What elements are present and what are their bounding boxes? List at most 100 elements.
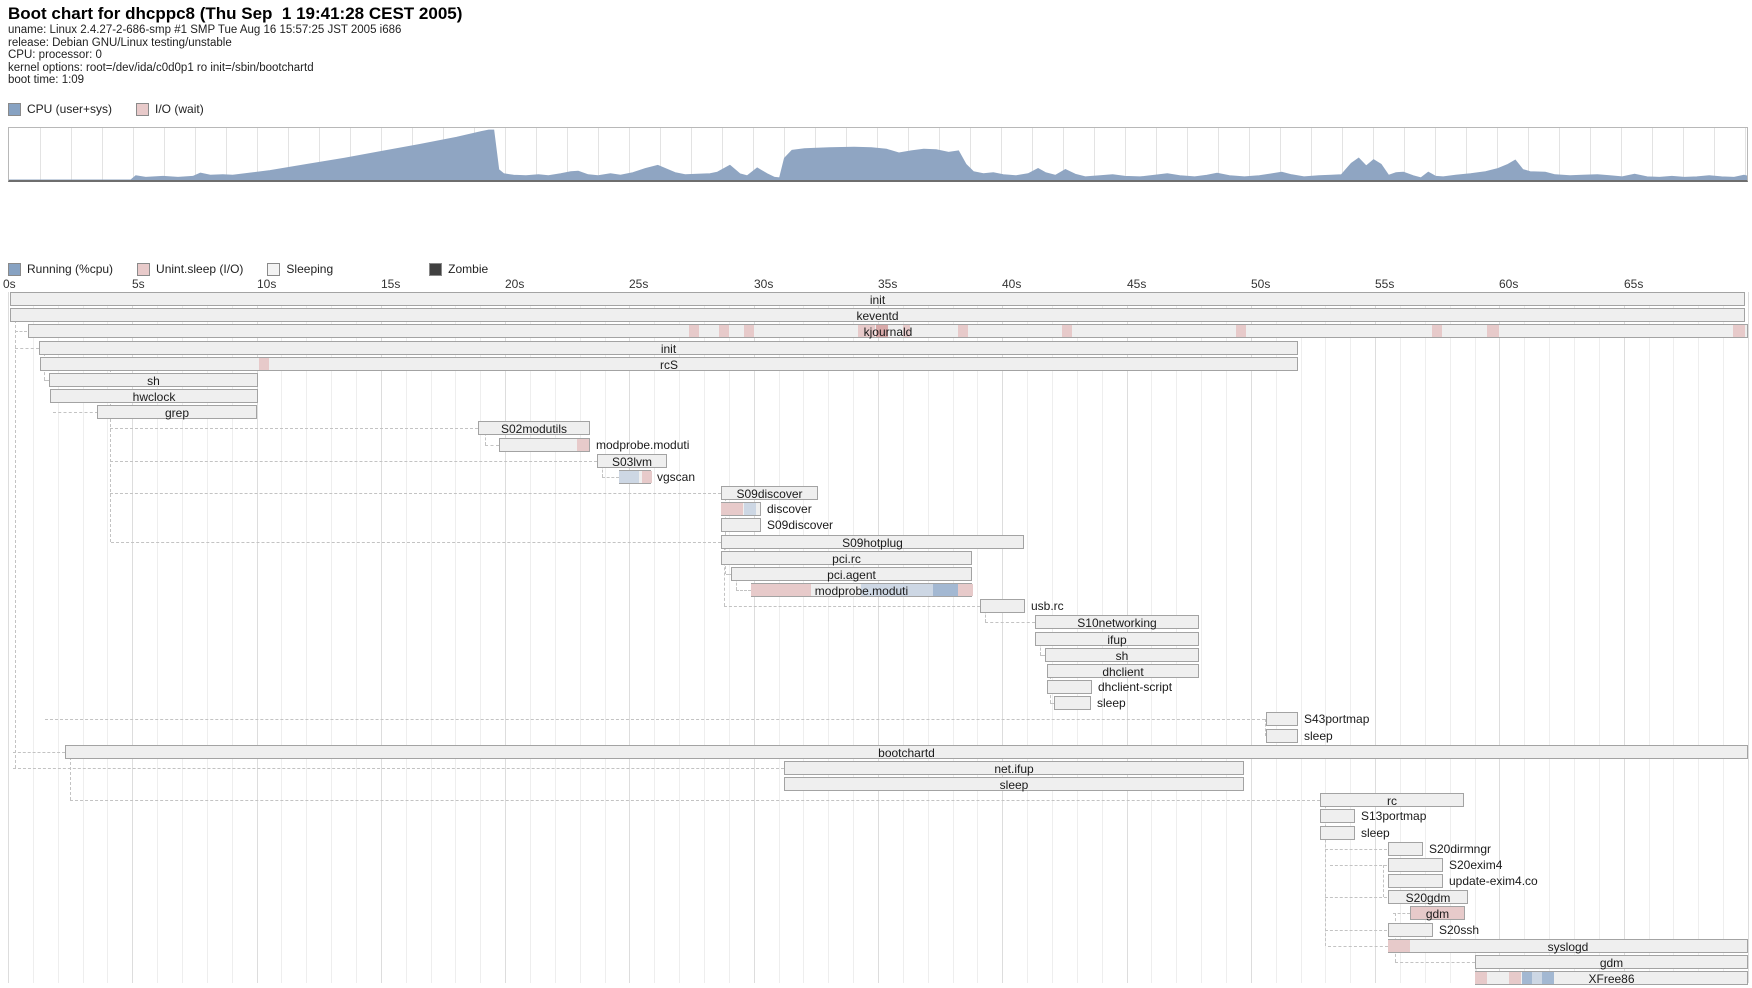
- process-bar: dhclient: [1047, 664, 1199, 678]
- process-bar: [1320, 809, 1355, 823]
- cpu-gridline: [722, 128, 723, 180]
- process-label: sleep: [1361, 826, 1390, 840]
- cpu-gridline: [257, 128, 258, 180]
- time-gridline: [1226, 292, 1227, 983]
- process-state-segment: [1522, 972, 1532, 984]
- process-label: S09discover: [767, 518, 834, 532]
- process-bar: sh: [1045, 648, 1199, 662]
- unint-sleep-swatch-icon: [137, 262, 151, 276]
- cpu-gridline: [1404, 128, 1405, 180]
- cpu-gridline: [1373, 128, 1374, 180]
- cpu-gridline: [1311, 128, 1312, 180]
- axis-tick-label: 60s: [1499, 277, 1519, 291]
- legend-label: Unint.sleep (I/O): [156, 262, 244, 276]
- cpu-gridline: [1683, 128, 1684, 180]
- process-bar: syslogd: [1388, 939, 1748, 953]
- process-label: bootchartd: [878, 746, 935, 760]
- time-gridline: [704, 292, 705, 983]
- process-label: vgscan: [657, 470, 696, 484]
- process-bar: S03lvm: [597, 454, 667, 468]
- process-label: S09hotplug: [842, 536, 903, 550]
- cpu-gridline: [1590, 128, 1591, 180]
- tree-connector-hline: [13, 768, 784, 769]
- process-label: S43portmap: [1304, 712, 1370, 726]
- system-info: uname: Linux 2.4.27-2-686-smp #1 SMP Tue…: [8, 24, 402, 87]
- time-gridline: [1673, 292, 1674, 983]
- process-label: hwclock: [132, 390, 176, 404]
- zombie-swatch-icon: [429, 262, 443, 276]
- process-state-segment: [1509, 972, 1521, 984]
- time-gridline: [1524, 292, 1525, 983]
- tree-connector-vline: [736, 574, 737, 590]
- cpu-legend-item-io: I/O (wait): [136, 102, 204, 116]
- time-gridline: [8, 292, 9, 983]
- process-bar: [980, 599, 1025, 613]
- cpu-gridline: [1714, 128, 1715, 180]
- running-swatch-icon: [8, 262, 21, 276]
- axis-tick-label: 30s: [754, 277, 774, 291]
- process-bar: modprobe.moduti: [751, 583, 973, 597]
- tree-connector-hline: [726, 574, 731, 575]
- process-bar: [1266, 729, 1298, 743]
- time-gridline: [1301, 292, 1302, 983]
- process-label: S02modutils: [500, 422, 568, 436]
- time-gridline: [381, 292, 382, 983]
- process-bar: kjournald: [28, 324, 1748, 338]
- time-gridline: [157, 292, 158, 983]
- cpu-gridline: [753, 128, 754, 180]
- cpu-legend-label: CPU (user+sys): [27, 102, 113, 116]
- process-bar: sleep: [784, 777, 1244, 791]
- time-gridline: [977, 292, 978, 983]
- tree-connector-hline: [53, 412, 98, 413]
- process-state-segment: [958, 584, 973, 596]
- time-gridline: [1599, 292, 1600, 983]
- time-gridline: [207, 292, 208, 983]
- process-label: ifup: [1107, 633, 1127, 647]
- cpu-gridline: [1528, 128, 1529, 180]
- process-label: sh: [1115, 649, 1129, 663]
- process-bar: [1054, 696, 1091, 710]
- process-state-segment: [1733, 325, 1745, 337]
- cpu-gridline: [350, 128, 351, 180]
- axis-tick-label: 40s: [1002, 277, 1022, 291]
- legend-item-running: Running (%cpu): [8, 262, 113, 276]
- cpu-gridline: [1001, 128, 1002, 180]
- cpu-gridline: [1559, 128, 1560, 180]
- process-label: S03lvm: [611, 455, 652, 469]
- cpu-gridline: [1156, 128, 1157, 180]
- cpu-gridline: [1435, 128, 1436, 180]
- time-gridline: [306, 292, 307, 983]
- process-label: keventd: [856, 309, 899, 323]
- cpu-gridline: [567, 128, 568, 180]
- process-label: pci.rc: [832, 552, 861, 566]
- tree-connector-hline: [13, 752, 65, 753]
- process-state-segment: [903, 325, 910, 337]
- tree-connector-hline: [110, 428, 478, 429]
- process-label: S13portmap: [1361, 809, 1427, 823]
- time-gridline: [1002, 292, 1003, 983]
- time-gridline: [1375, 292, 1376, 983]
- process-label: sleep: [1304, 729, 1333, 743]
- cpu-gridline: [40, 128, 41, 180]
- cpu-legend: CPU (user+sys) I/O (wait): [8, 102, 228, 116]
- time-gridline: [1350, 292, 1351, 983]
- process-bar: [1388, 874, 1443, 888]
- axis-tick-label: 25s: [629, 277, 649, 291]
- process-state-segment: [719, 325, 729, 337]
- process-label: update-exim4.co: [1449, 874, 1538, 888]
- tree-connector-hline: [1050, 703, 1055, 704]
- tree-connector-hline: [111, 542, 721, 543]
- process-label: sleep: [1097, 696, 1126, 710]
- process-bar: rc: [1320, 793, 1464, 807]
- tree-connector-hline: [110, 493, 721, 494]
- process-bar: S10networking: [1035, 615, 1199, 629]
- tree-connector-vline: [70, 752, 71, 800]
- process-label: pci.agent: [827, 568, 876, 582]
- cpu-gridline: [691, 128, 692, 180]
- process-bar: [1388, 858, 1443, 872]
- process-bar: rcS: [40, 357, 1298, 371]
- process-label: S20dirmngr: [1429, 842, 1492, 856]
- cpu-gridline: [970, 128, 971, 180]
- time-gridline: [1425, 292, 1426, 983]
- cpu-gridline: [1652, 128, 1653, 180]
